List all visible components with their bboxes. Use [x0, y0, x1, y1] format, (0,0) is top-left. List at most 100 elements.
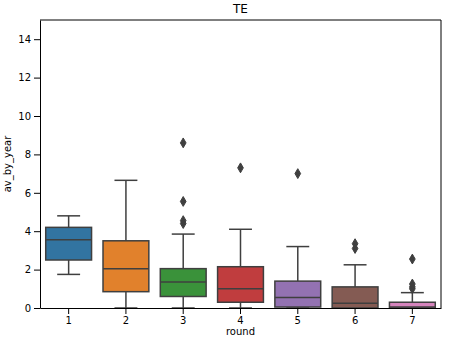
x-tick-mark	[412, 308, 413, 314]
y-tick: 12	[18, 72, 40, 83]
outlier	[410, 254, 416, 264]
outlier	[410, 279, 416, 289]
median	[275, 297, 321, 299]
whisker-high	[182, 234, 184, 269]
x-tick: 3	[180, 308, 186, 326]
y-tick: 2	[25, 264, 40, 275]
y-tick-label: 14	[18, 34, 31, 45]
whisker-high	[125, 180, 127, 240]
y-tick: 0	[25, 303, 40, 314]
y-tick-mark	[34, 39, 40, 40]
y-tick: 14	[18, 34, 40, 45]
chart: TEroundav_by_year024681012141234567	[0, 0, 449, 338]
whisker-high	[68, 216, 70, 228]
cap-low	[172, 307, 195, 308]
y-tick-label: 6	[25, 188, 31, 199]
x-tick-mark	[355, 308, 356, 314]
y-tick-label: 2	[25, 264, 31, 275]
y-tick: 4	[25, 226, 40, 237]
whisker-low	[182, 296, 184, 308]
box-group	[160, 138, 206, 308]
y-tick-label: 8	[25, 149, 31, 160]
whisker-high	[354, 265, 356, 287]
y-axis: 0 2 4 6 8 10 12 14	[18, 21, 40, 314]
y-axis-line	[40, 21, 41, 309]
median	[332, 302, 378, 304]
x-tick-label: 2	[123, 315, 129, 326]
box	[46, 227, 92, 260]
y-tick: 8	[25, 149, 40, 160]
whisker-low	[240, 302, 242, 308]
y-axis-label: av_by_year	[2, 135, 14, 193]
box	[218, 267, 264, 303]
y-tick-mark	[34, 231, 40, 232]
cap-high	[114, 180, 137, 182]
cap-high	[57, 215, 80, 217]
x-tick: 1	[65, 308, 71, 326]
x-axis: 1 2 3 4 5 6 7	[41, 308, 442, 326]
cap-high	[172, 233, 195, 235]
cap-high	[344, 264, 367, 266]
outlier	[238, 163, 244, 173]
x-tick-mark	[240, 308, 241, 314]
x-tick-mark	[183, 308, 184, 314]
box-group	[103, 180, 149, 308]
x-tick-label: 5	[295, 315, 301, 326]
x-tick-label: 7	[409, 315, 415, 326]
box-group	[389, 254, 435, 308]
x-tick: 7	[409, 308, 415, 326]
whisker-low	[125, 292, 127, 308]
outlier	[295, 169, 301, 179]
y-tick: 6	[25, 188, 40, 199]
y-tick: 10	[18, 111, 40, 122]
title: TE	[232, 2, 248, 16]
x-tick-mark	[68, 308, 69, 314]
x-tick-label: 1	[65, 315, 71, 326]
box	[275, 281, 321, 307]
x-tick: 2	[123, 308, 129, 326]
boxes	[46, 138, 436, 308]
box-group	[332, 239, 378, 308]
median	[46, 239, 92, 241]
outlier	[180, 197, 186, 207]
median	[218, 288, 264, 290]
outlier	[352, 239, 358, 249]
cap-high	[229, 229, 252, 231]
cap-low	[229, 307, 252, 308]
frame	[40, 20, 441, 308]
y-tick-mark	[34, 78, 40, 79]
whisker-high	[240, 229, 242, 266]
cap-high	[286, 246, 309, 248]
box-group	[275, 169, 321, 308]
y-tick-mark	[34, 193, 40, 194]
y-tick-mark	[34, 308, 40, 309]
outlier	[180, 216, 186, 226]
x-tick: 4	[237, 308, 243, 326]
box	[160, 269, 206, 297]
median	[160, 281, 206, 283]
x-tick: 6	[352, 308, 358, 326]
whisker-low	[68, 260, 70, 274]
box-group	[218, 163, 264, 308]
outlier	[180, 138, 186, 148]
y-tick-label: 4	[25, 226, 31, 237]
y-tick-mark	[34, 116, 40, 117]
y-tick-mark	[34, 154, 40, 155]
box-group	[46, 216, 92, 275]
y-tick-label: 10	[18, 111, 31, 122]
y-tick-label: 0	[25, 303, 31, 314]
cap-low	[114, 307, 137, 308]
x-tick-label: 3	[180, 315, 186, 326]
median	[103, 268, 149, 270]
cap-low	[57, 274, 80, 276]
box	[103, 241, 149, 292]
whisker-high	[297, 247, 299, 282]
median	[389, 306, 435, 308]
x-tick: 5	[295, 308, 301, 326]
x-tick-mark	[297, 308, 298, 314]
x-axis-label: round	[226, 326, 255, 337]
y-tick-label: 12	[18, 72, 31, 83]
x-tick-mark	[125, 308, 126, 314]
x-tick-label: 6	[352, 315, 358, 326]
x-tick-label: 4	[237, 315, 243, 326]
